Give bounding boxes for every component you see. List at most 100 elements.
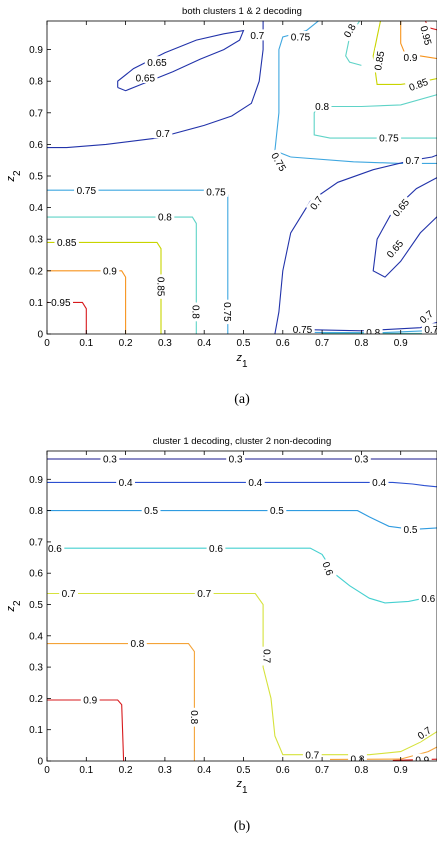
contour-label-text: 0.65	[147, 58, 167, 69]
contour-label: 0.8	[339, 21, 359, 42]
y-tick-label: 0.4	[29, 203, 43, 214]
contour-label-text: 0.75	[293, 325, 313, 336]
x-tick-label: 0.1	[79, 765, 93, 776]
x-tick-label: 0.1	[79, 338, 93, 349]
contour-label: 0.85	[154, 274, 167, 299]
contour-line-0.9	[47, 699, 125, 761]
contour-label: 0.3	[226, 453, 245, 466]
y-tick-label: 0	[37, 330, 43, 341]
contour-label-text: 0.9	[415, 755, 429, 766]
x-tick-label: 0.6	[276, 765, 290, 776]
contour-label-text: 0.9	[83, 696, 97, 707]
contour-label-text: 0.6	[421, 594, 435, 605]
y-tick-label: 0.2	[29, 694, 43, 705]
contour-label: 0.65	[133, 72, 158, 85]
contour-line-0.7	[274, 154, 437, 334]
y-tick-label: 0	[37, 757, 43, 768]
contour-line-0.85	[47, 241, 162, 334]
contour-label: 0.9	[401, 51, 420, 64]
contour-label-text: 0.85	[57, 238, 77, 249]
plot-frame	[46, 20, 437, 335]
contour-label: 0.8	[348, 753, 367, 761]
contour-label-text: 0.3	[103, 455, 117, 466]
y-tick-label: 0.4	[29, 631, 43, 642]
contour-label: 0.85	[371, 47, 387, 74]
contour-label: 0.7	[153, 127, 173, 140]
x-axis-label: z1	[235, 778, 248, 796]
x-tick-label: 0	[44, 338, 50, 349]
y-tick-label: 0.1	[29, 298, 43, 309]
contour-label-text: 0.75	[424, 325, 437, 336]
contour-lines	[47, 458, 437, 761]
contour-label: 0.95	[48, 296, 73, 309]
contour-label: 0.9	[80, 694, 100, 707]
x-tick-label: 0.5	[237, 338, 251, 349]
y-axis-label: z2	[5, 170, 23, 183]
contour-label: 0.65	[388, 194, 413, 221]
x-tick-label: 0.4	[197, 765, 211, 776]
axis-ticks: 0 0.1 0.2 0.3 0.4 0.5 0.6 0.7 0.8 0.9 0 0.1 0.2 0.3 0.…	[29, 21, 408, 349]
y-tick-label: 0.7	[29, 108, 43, 119]
x-axis-label: z1	[235, 352, 248, 370]
contour-label-text: 0.85	[373, 50, 387, 72]
contour-label: 0.9	[412, 753, 432, 766]
plot-frame	[46, 450, 437, 762]
x-tick-label: 0.7	[315, 338, 329, 349]
contour-line-0.6	[47, 547, 437, 604]
y-tick-label: 0.6	[29, 140, 43, 151]
contour-label-text: 0.75	[206, 187, 226, 198]
x-tick-label: 0.5	[237, 765, 251, 776]
contour-label: 0.8	[188, 707, 201, 727]
contour-label: 0.8	[190, 302, 203, 322]
contour-line-0.8	[313, 94, 437, 139]
contour-label: 0.6	[47, 542, 65, 555]
contour-label: 0.8	[155, 211, 175, 224]
plot-area: 0.3 0.3 0.3 0.4 0.4 0.4 0.5 0.5 0.5 0.6 0.6 0.6 0.6 0…	[29, 450, 437, 776]
y-tick-label: 0.5	[29, 172, 43, 183]
y-tick-label: 0.3	[29, 663, 43, 674]
contour-label: 0.6	[418, 592, 437, 605]
chart-panel-b: cluster 1 decoding, cluster 2 non-decodi…	[5, 436, 437, 834]
contour-label-text: 0.6	[48, 544, 62, 555]
axis-ticks: 0 0.1 0.2 0.3 0.4 0.5 0.6 0.7 0.8 0.9 0 0.1 0.2 0.3 0.…	[29, 451, 408, 776]
contour-label: 0.75	[203, 185, 229, 198]
contour-line-0.65	[372, 176, 437, 278]
x-tick-label: 0.7	[315, 765, 329, 776]
contour-label: 0.75	[74, 184, 99, 197]
x-tick-label: 0.2	[119, 765, 133, 776]
contour-line-0.4	[47, 481, 437, 488]
panel-caption: (a)	[234, 392, 250, 407]
plot-area: 0.950.90.850.850.80.80.75 0.750.750.70.70…	[29, 20, 437, 349]
contour-label-text: 0.5	[144, 506, 158, 517]
contour-label-text: 0.85	[154, 277, 165, 297]
chart-title: cluster 1 decoding, cluster 2 non-decodi…	[153, 436, 332, 447]
y-tick-label: 0.2	[29, 266, 43, 277]
contour-label: 0.75	[290, 323, 315, 336]
contour-label: 0.7	[302, 748, 322, 761]
contour-label: 0.7	[413, 722, 435, 743]
contour-label: 0.75	[221, 299, 234, 325]
chart-title: both clusters 1 & 2 decoding	[182, 6, 302, 17]
x-tick-label: 0.6	[276, 338, 290, 349]
contour-label-text: 0.5	[270, 506, 284, 517]
contour-label: 0.3	[352, 453, 371, 466]
contour-label-text: 0.3	[229, 455, 243, 466]
contour-label-text: 0.8	[190, 305, 201, 319]
contour-label-text: 0.9	[404, 53, 418, 64]
contour-label-text: 0.95	[417, 25, 433, 47]
y-tick-label: 0.8	[29, 506, 43, 517]
contour-line-0.7	[47, 592, 437, 756]
x-tick-label: 0.9	[394, 338, 408, 349]
x-tick-label: 0.8	[354, 765, 368, 776]
contour-label: 0.7	[194, 587, 214, 600]
contour-label: 0.5	[401, 523, 420, 536]
contour-label-text: 0.6	[319, 560, 334, 577]
contour-label: 0.8	[312, 100, 332, 113]
contour-label-text: 0.4	[372, 478, 386, 489]
contour-label: 0.75	[268, 148, 291, 175]
panel-caption: (b)	[234, 819, 251, 834]
contour-label-text: 0.8	[130, 639, 144, 650]
contour-label: 0.4	[116, 476, 135, 489]
y-axis-label: z2	[5, 600, 23, 613]
x-tick-label: 0.9	[394, 765, 408, 776]
